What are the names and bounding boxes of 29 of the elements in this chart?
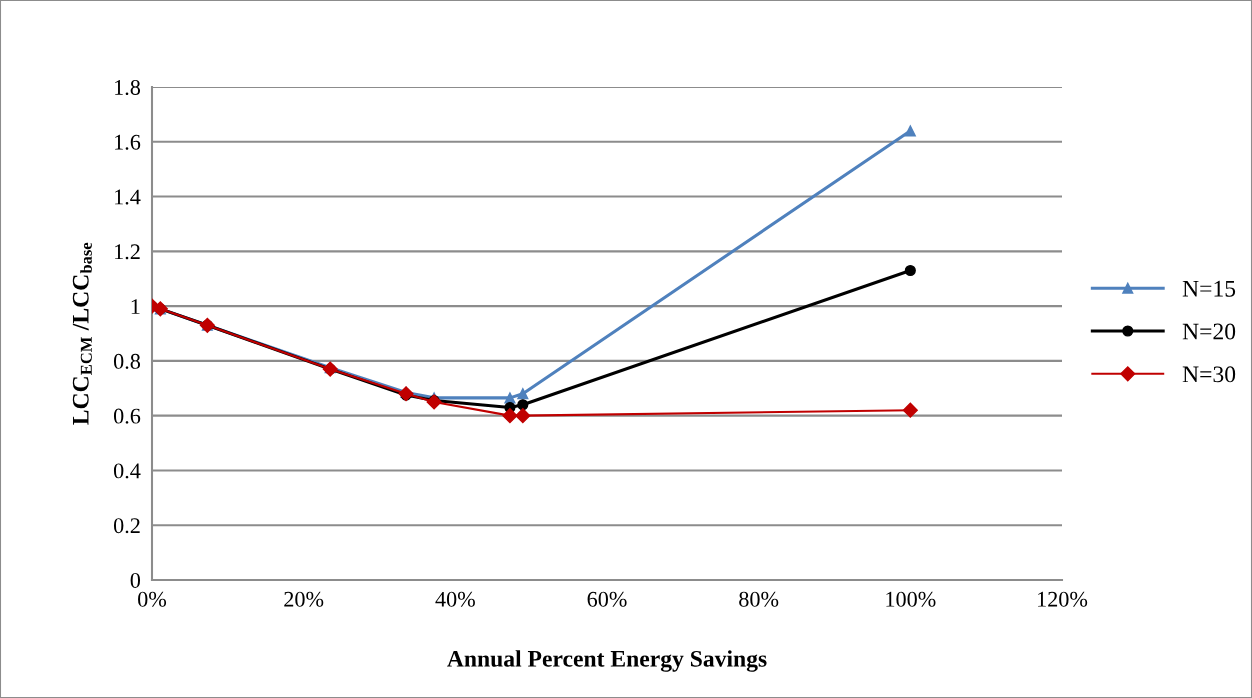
point — [515, 408, 531, 424]
y-tick-label: 1.2 — [115, 244, 140, 260]
point — [902, 402, 918, 418]
legend-label: N=20 — [1182, 323, 1236, 340]
y-tick-label: 1 — [131, 299, 140, 314]
y-tick-label: 0.8 — [113, 353, 141, 369]
x-tick-label: 80% — [739, 591, 779, 607]
point — [904, 264, 916, 277]
legend-label: N=30 — [1182, 366, 1236, 383]
point — [517, 388, 529, 400]
x-axis-title: Annual Percent Energy Savings — [447, 650, 767, 672]
point — [502, 408, 518, 424]
x-tick-label: 20% — [284, 591, 324, 607]
y-tick-label: 0.4 — [113, 463, 141, 479]
x-tick-label: 100% — [886, 591, 936, 607]
y-tick-label: 0.6 — [113, 408, 141, 424]
point — [904, 125, 916, 137]
y-tick-label: 0.2 — [113, 518, 140, 534]
x-tick-label: 120% — [1038, 591, 1088, 607]
x-tick-label: 40% — [435, 591, 475, 607]
point — [517, 399, 529, 411]
y-axis-title: LCC$_{ECM}$ /LCC$_{base}$ — [72, 242, 92, 425]
y-tick-label: 1.6 — [115, 134, 141, 150]
y-tick-label: 1.4 — [115, 189, 141, 205]
x-tick-label: 60% — [587, 591, 627, 607]
y-tick-label: 0 — [130, 572, 141, 588]
x-tick-label: 0% — [138, 591, 167, 607]
legend-label: N=15 — [1182, 280, 1236, 297]
y-tick-label: 1.8 — [115, 79, 141, 96]
